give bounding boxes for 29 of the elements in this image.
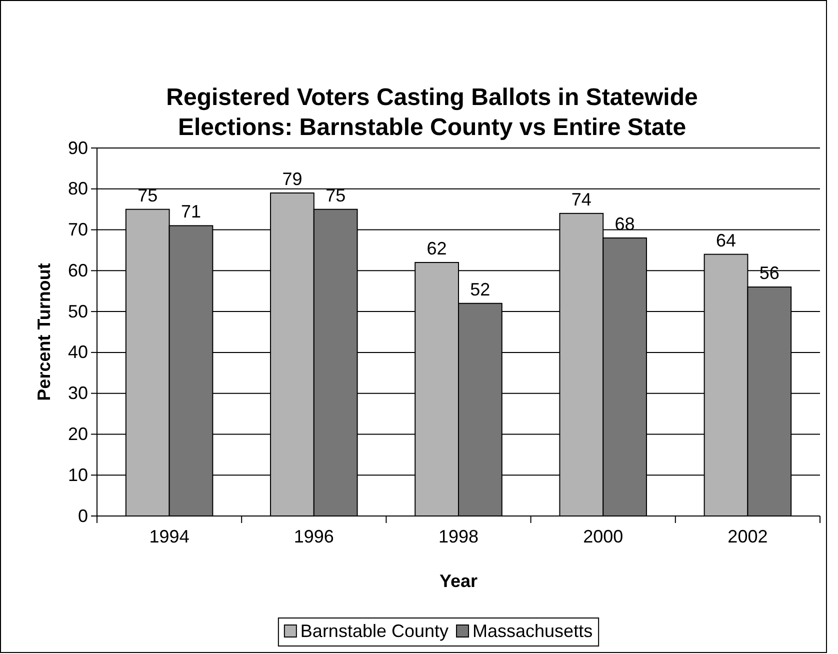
legend-label: Massachusetts <box>472 621 593 641</box>
data-label: 68 <box>614 214 635 234</box>
data-label: 62 <box>426 238 447 258</box>
y-tick-label: 70 <box>68 220 88 240</box>
y-tick-label: 10 <box>68 464 88 485</box>
y-tick-label: 50 <box>68 301 88 322</box>
x-tick-label: 2002 <box>728 526 768 546</box>
y-tick-label: 80 <box>68 178 88 199</box>
y-tick-label: 60 <box>68 260 88 280</box>
y-tick-label: 0 <box>78 506 88 526</box>
y-tick-label: 90 <box>68 138 88 158</box>
legend-label: Barnstable County <box>300 621 449 641</box>
x-tick-label: 1996 <box>294 526 334 546</box>
y-tick-label: 40 <box>68 342 88 362</box>
y-tick-label: 20 <box>68 424 88 444</box>
x-tick-label: 2000 <box>583 526 624 546</box>
x-tick-label: 1994 <box>149 526 190 546</box>
data-label: 79 <box>282 168 302 189</box>
chart-title: Registered Voters Casting Ballots in Statewide Elections: Barnstable County vs Entire State <box>166 84 698 141</box>
x-tick-label: 1998 <box>438 526 479 546</box>
data-label: 71 <box>180 202 202 222</box>
data-label: 52 <box>470 279 490 300</box>
data-label: 75 <box>326 185 346 206</box>
data-label: 64 <box>716 230 736 250</box>
data-label: 75 <box>138 185 158 206</box>
y-tick-label: 30 <box>68 383 88 404</box>
y-axis-title: Percent Turnout <box>34 263 54 401</box>
data-label: 74 <box>571 189 592 210</box>
x-axis-title: Year <box>439 571 478 591</box>
